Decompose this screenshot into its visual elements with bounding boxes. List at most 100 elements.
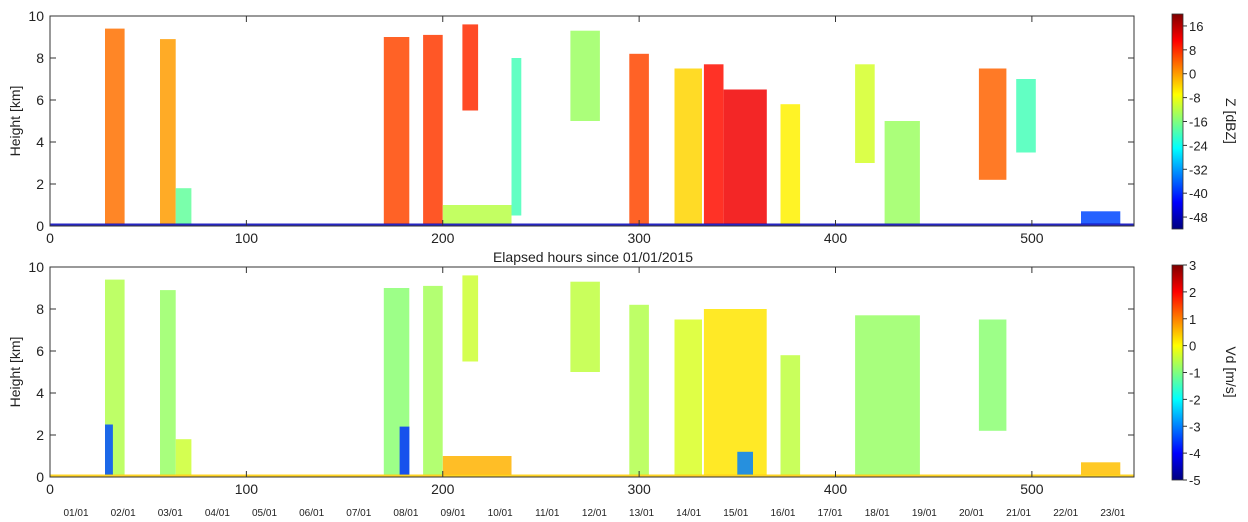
reflectivity-colorbar-label: Z [dBZ] <box>1223 98 1239 144</box>
x-tick-label: 100 <box>235 230 259 246</box>
date-tick-label: 10/01 <box>488 508 513 519</box>
y-tick-label: 10 <box>28 8 44 24</box>
x-tick-label: 0 <box>46 481 54 497</box>
heatmap-cell <box>884 121 920 224</box>
doppler-velocity-x-axis: 0 100 200 300 400 500 <box>46 267 1044 497</box>
y-tick-label: 2 <box>36 427 44 443</box>
colorbar-tick-label: -24 <box>1189 138 1208 153</box>
y-tick-label: 4 <box>36 385 44 401</box>
reflectivity-colorbar: 16 8 0 -8 -16 -24 -32 -40 -48 Z [dBZ] <box>1171 13 1239 230</box>
colorbar-tick-label: 0 <box>1189 339 1196 354</box>
heatmap-cell <box>1081 462 1121 475</box>
colorbar-tick-label: -2 <box>1189 392 1201 407</box>
date-tick-label: 18/01 <box>865 508 890 519</box>
heatmap-cell <box>383 37 410 224</box>
date-tick-label: 12/01 <box>582 508 607 519</box>
heatmap-cell <box>175 439 192 475</box>
doppler-velocity-y-axis: 0 2 4 6 8 10 <box>28 259 1134 485</box>
reflectivity-x-axis-label: Elapsed hours since 01/01/2015 <box>493 249 693 265</box>
colorbar-tick-label: -8 <box>1189 91 1201 106</box>
y-tick-label: 0 <box>36 469 44 485</box>
colorbar-tick-label: -16 <box>1189 115 1208 130</box>
reflectivity-y-axis: 0 2 4 6 8 10 <box>28 8 1134 234</box>
y-tick-label: 0 <box>36 218 44 234</box>
y-tick-label: 8 <box>36 50 44 66</box>
date-tick-label: 09/01 <box>441 508 466 519</box>
heatmap-cell <box>462 275 479 362</box>
doppler-velocity-colorbar-label: Vd [m/s] <box>1223 346 1239 397</box>
date-tick-label: 22/01 <box>1053 508 1078 519</box>
colorbar-tick-label: 16 <box>1189 19 1203 34</box>
x-tick-label: 400 <box>824 230 848 246</box>
heatmap-cell <box>511 58 522 216</box>
date-tick-label: 17/01 <box>818 508 843 519</box>
x-tick-label: 200 <box>431 481 455 497</box>
heatmap-cell <box>462 24 479 111</box>
colorbar-tick-label: 3 <box>1189 258 1196 273</box>
doppler-velocity-colorbar-gradient <box>1171 264 1184 481</box>
heatmap-cell <box>723 89 767 224</box>
heatmap-cell <box>423 285 443 475</box>
heatmap-cell <box>442 456 512 475</box>
date-tick-label: 11/01 <box>535 508 560 519</box>
colorbar-tick-label: -4 <box>1189 446 1201 461</box>
heatmap-cell <box>780 355 801 475</box>
y-tick-label: 10 <box>28 259 44 275</box>
doppler-velocity-plot-frame <box>49 266 1135 478</box>
heatmap-cell <box>1016 79 1036 153</box>
colorbar-tick-label: 1 <box>1189 312 1196 327</box>
colorbar-tick-label: 2 <box>1189 285 1196 300</box>
heatmap-cell <box>50 474 1134 477</box>
x-tick-label: 300 <box>627 481 651 497</box>
date-tick-label: 06/01 <box>299 508 324 519</box>
x-tick-label: 400 <box>824 481 848 497</box>
y-tick-label: 8 <box>36 301 44 317</box>
heatmap-cell <box>1081 211 1121 224</box>
reflectivity-x-axis: 0 100 200 300 400 500 <box>46 16 1044 246</box>
date-tick-label: 04/01 <box>205 508 230 519</box>
date-tick-label: 15/01 <box>723 508 748 519</box>
x-tick-label: 100 <box>235 481 259 497</box>
heatmap-cell <box>855 315 920 475</box>
reflectivity-colorbar-ticks: 16 8 0 -8 -16 -24 -32 -40 -48 <box>1183 19 1208 225</box>
heatmap-cell <box>674 319 702 475</box>
heatmap-cell <box>978 319 1007 431</box>
doppler-velocity-heatmap-cells <box>50 275 1134 477</box>
colorbar-tick-label: 8 <box>1189 43 1196 58</box>
heatmap-cell <box>160 39 176 224</box>
heatmap-cell <box>570 281 600 372</box>
heatmap-cell <box>737 451 753 475</box>
date-tick-label: 07/01 <box>346 508 371 519</box>
date-tick-label: 01/01 <box>63 508 88 519</box>
y-tick-label: 6 <box>36 92 44 108</box>
x-tick-label: 500 <box>1020 481 1044 497</box>
heatmap-cell <box>703 64 724 224</box>
reflectivity-y-axis-label: Height [km] <box>7 86 23 157</box>
heatmap-cell <box>629 53 649 224</box>
colorbar-tick-label: -48 <box>1189 210 1208 225</box>
y-tick-label: 6 <box>36 343 44 359</box>
doppler-velocity-colorbar: 3 2 1 0 -1 -2 -3 -4 -5 Vd [m/s] <box>1171 258 1239 488</box>
heatmap-cell <box>175 188 192 224</box>
heatmap-cell <box>978 68 1007 180</box>
date-tick-label: 19/01 <box>912 508 937 519</box>
date-tick-label: 23/01 <box>1100 508 1125 519</box>
y-tick-label: 4 <box>36 134 44 150</box>
x-tick-label: 0 <box>46 230 54 246</box>
heatmap-cell <box>105 28 125 224</box>
doppler-velocity-y-axis-label: Height [km] <box>7 337 23 408</box>
date-axis: 01/01 02/01 03/01 04/01 05/01 06/01 07/01 08/01… <box>63 508 1125 519</box>
colorbar-tick-label: -1 <box>1189 366 1201 381</box>
heatmap-cell <box>105 424 113 475</box>
x-tick-label: 500 <box>1020 230 1044 246</box>
date-tick-label: 02/01 <box>111 508 136 519</box>
heatmap-cell <box>570 30 600 122</box>
heatmap-cell <box>423 34 443 224</box>
y-tick-label: 2 <box>36 176 44 192</box>
heatmap-cell <box>855 64 875 163</box>
x-tick-label: 200 <box>431 230 455 246</box>
date-tick-label: 08/01 <box>393 508 418 519</box>
date-tick-label: 13/01 <box>629 508 654 519</box>
